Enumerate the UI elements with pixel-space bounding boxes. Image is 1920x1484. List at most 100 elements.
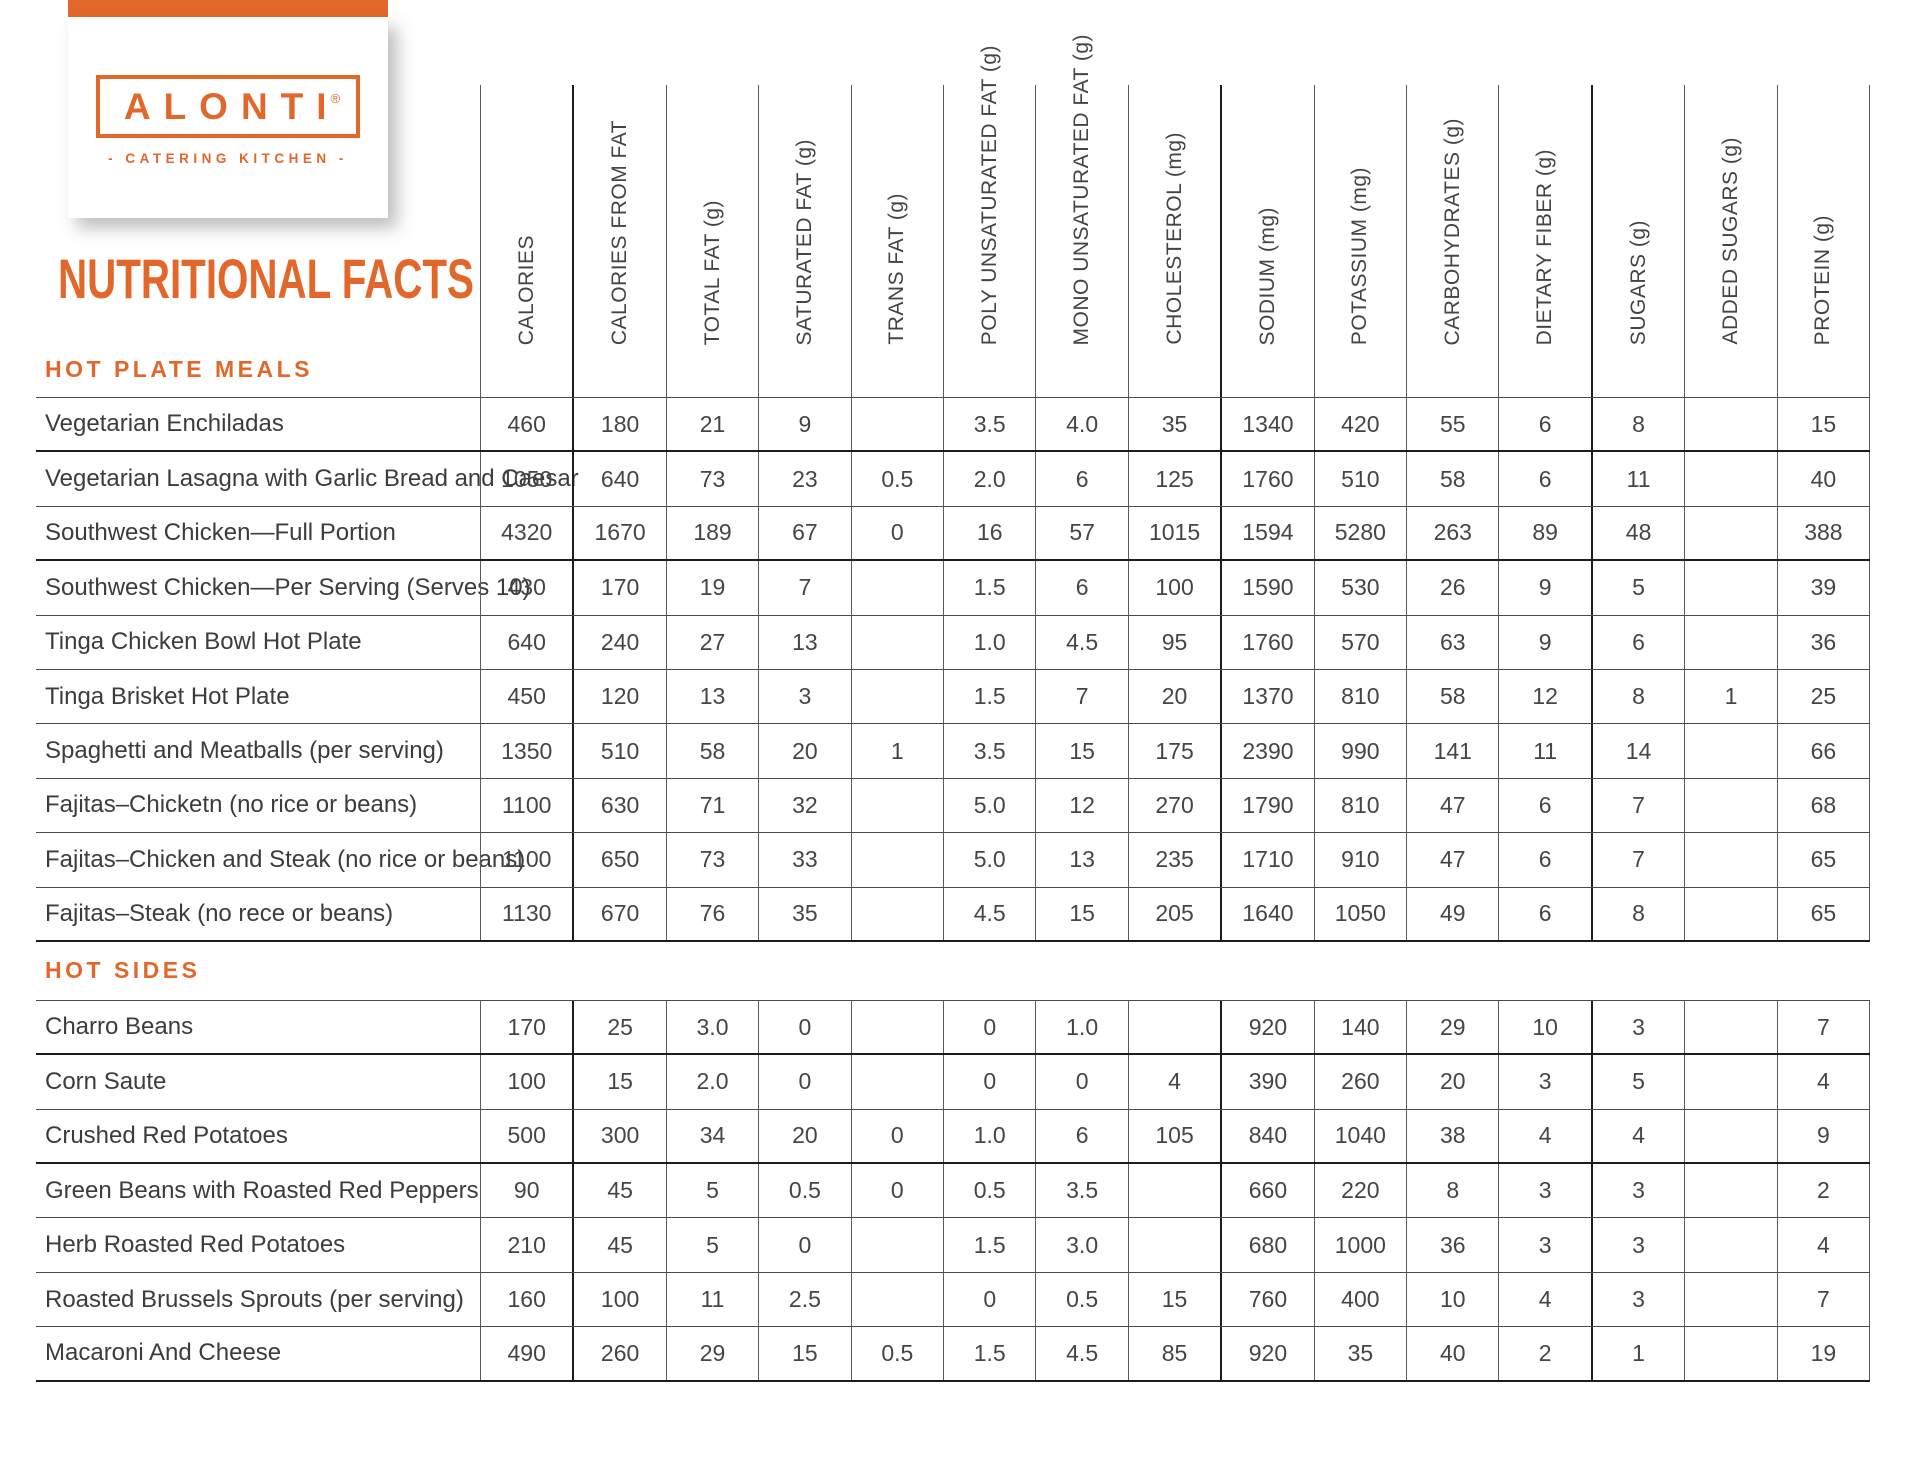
value-cell: 7: [1035, 669, 1127, 724]
value-cell: 5.0: [943, 778, 1035, 833]
value-cell: 6: [1590, 615, 1684, 669]
value-cell: 3: [1590, 1164, 1684, 1218]
value-cell: 235: [1127, 833, 1220, 887]
value-cell: 920: [1220, 1000, 1313, 1054]
value-cell: 6: [1498, 778, 1590, 833]
table-row: Charro Beans 170 25 3.0 0 0 1.0 920 140 29 10 3 7: [36, 1000, 1871, 1056]
value-cell: 180: [572, 398, 665, 451]
column-header-label: PROTEIN (g): [1811, 214, 1835, 345]
value-cell: 0: [758, 1055, 850, 1109]
value-cell: 4.0: [1035, 398, 1127, 451]
value-cell: [1684, 1055, 1776, 1109]
value-cell: 0: [943, 1272, 1035, 1327]
value-cell: 510: [1313, 452, 1406, 506]
value-cell: 15: [758, 1327, 850, 1380]
value-cell: 5: [665, 1164, 758, 1218]
nutrition-table: NUTRITIONAL FACTS HOT PLATE MEALS CALORI…: [36, 34, 1871, 1382]
value-cell: [1127, 1164, 1220, 1218]
value-cell: 1100: [480, 833, 572, 887]
value-cell: 840: [1220, 1109, 1313, 1163]
value-cell: 7: [758, 561, 850, 615]
value-cell: 15: [1776, 398, 1871, 451]
column-header: CHOLESTEROL (mg): [1127, 85, 1220, 397]
brand-accent-bar: [68, 0, 388, 17]
value-cell: 38: [1406, 1109, 1498, 1163]
column-header-label: SODIUM (mg): [1255, 206, 1279, 346]
value-cell: 9: [758, 398, 850, 451]
value-cell: 1.0: [943, 615, 1035, 669]
column-header-label: SUGARS (g): [1626, 219, 1650, 345]
table-row: Macaroni And Cheese 490 260 29 15 0.5 1.5 4.5 8…: [36, 1327, 1871, 1382]
value-cell: [850, 1272, 943, 1327]
value-cell: 29: [1406, 1000, 1498, 1054]
value-cell: 263: [1406, 506, 1498, 560]
value-cell: 170: [480, 1000, 572, 1054]
value-cell: 19: [665, 561, 758, 615]
value-cell: 1590: [1220, 561, 1313, 615]
value-cell: 7: [1776, 1272, 1871, 1327]
brand-card: ALONTI® - CATERING KITCHEN -: [68, 17, 388, 218]
value-cell: 4: [1776, 1055, 1871, 1109]
value-cell: 4.5: [1035, 615, 1127, 669]
value-cell: 12: [1498, 669, 1590, 724]
value-cell: 73: [665, 452, 758, 506]
value-cell: [1684, 398, 1776, 451]
value-cell: 640: [480, 615, 572, 669]
value-cell: 6: [1498, 833, 1590, 887]
value-cell: 20: [1406, 1055, 1498, 1109]
row-label: Fajitas–Chicken and Steak (no rice or be…: [45, 845, 526, 873]
table-row: Green Beans with Roasted Red Peppers 90 4…: [36, 1164, 1871, 1219]
value-cell: 100: [480, 1055, 572, 1109]
table-row: Herb Roasted Red Potatoes 210 45 5 0 1.5 3.0 6…: [36, 1218, 1871, 1273]
value-cell: 141: [1406, 724, 1498, 778]
value-cell: [850, 1055, 943, 1109]
value-cell: 26: [1406, 561, 1498, 615]
column-header: SUGARS (g): [1590, 85, 1684, 397]
value-cell: 33: [758, 833, 850, 887]
value-cell: [1684, 724, 1776, 778]
value-cell: 47: [1406, 778, 1498, 833]
value-cell: 910: [1313, 833, 1406, 887]
value-cell: 1100: [480, 778, 572, 833]
value-cell: 36: [1776, 615, 1871, 669]
value-cell: 3.0: [665, 1000, 758, 1054]
column-header-label: TOTAL FAT (g): [700, 199, 724, 345]
value-cell: 3.0: [1035, 1218, 1127, 1272]
value-cell: 1.5: [943, 561, 1035, 615]
value-cell: [850, 833, 943, 887]
row-label: Crushed Red Potatoes: [45, 1121, 288, 1149]
value-cell: 11: [1498, 724, 1590, 778]
value-cell: 260: [1313, 1055, 1406, 1109]
value-cell: [1684, 1327, 1776, 1380]
value-cell: 45: [572, 1218, 665, 1272]
table-row: Roasted Brussels Sprouts (per serving) 1…: [36, 1272, 1871, 1328]
value-cell: 1: [1684, 669, 1776, 724]
value-cell: 71: [665, 778, 758, 833]
value-cell: 5: [1590, 1055, 1684, 1109]
value-cell: 0: [850, 506, 943, 560]
value-cell: 6: [1035, 561, 1127, 615]
value-cell: 9: [1498, 561, 1590, 615]
value-cell: 1350: [480, 724, 572, 778]
value-cell: 2.5: [758, 1272, 850, 1327]
value-cell: 45: [572, 1164, 665, 1218]
registered-trademark-icon: ®: [330, 91, 341, 106]
value-cell: 0: [850, 1109, 943, 1163]
value-cell: [850, 669, 943, 724]
value-cell: 90: [480, 1164, 572, 1218]
value-cell: 85: [1127, 1327, 1220, 1380]
table-row: Corn Saute 100 15 2.0 0 0 0 4 390 260 20 3 5 4: [36, 1055, 1871, 1110]
value-cell: [1684, 778, 1776, 833]
value-cell: 15: [1127, 1272, 1220, 1327]
value-cell: 1760: [1220, 615, 1313, 669]
value-cell: 9: [1498, 615, 1590, 669]
value-cell: 210: [480, 1218, 572, 1272]
value-cell: 0: [758, 1000, 850, 1054]
value-cell: 1370: [1220, 669, 1313, 724]
value-cell: [1684, 1000, 1776, 1054]
value-cell: 7: [1590, 833, 1684, 887]
value-cell: [1127, 1000, 1220, 1054]
value-cell: 39: [1776, 561, 1871, 615]
value-cell: 660: [1220, 1164, 1313, 1218]
value-cell: 205: [1127, 887, 1220, 940]
